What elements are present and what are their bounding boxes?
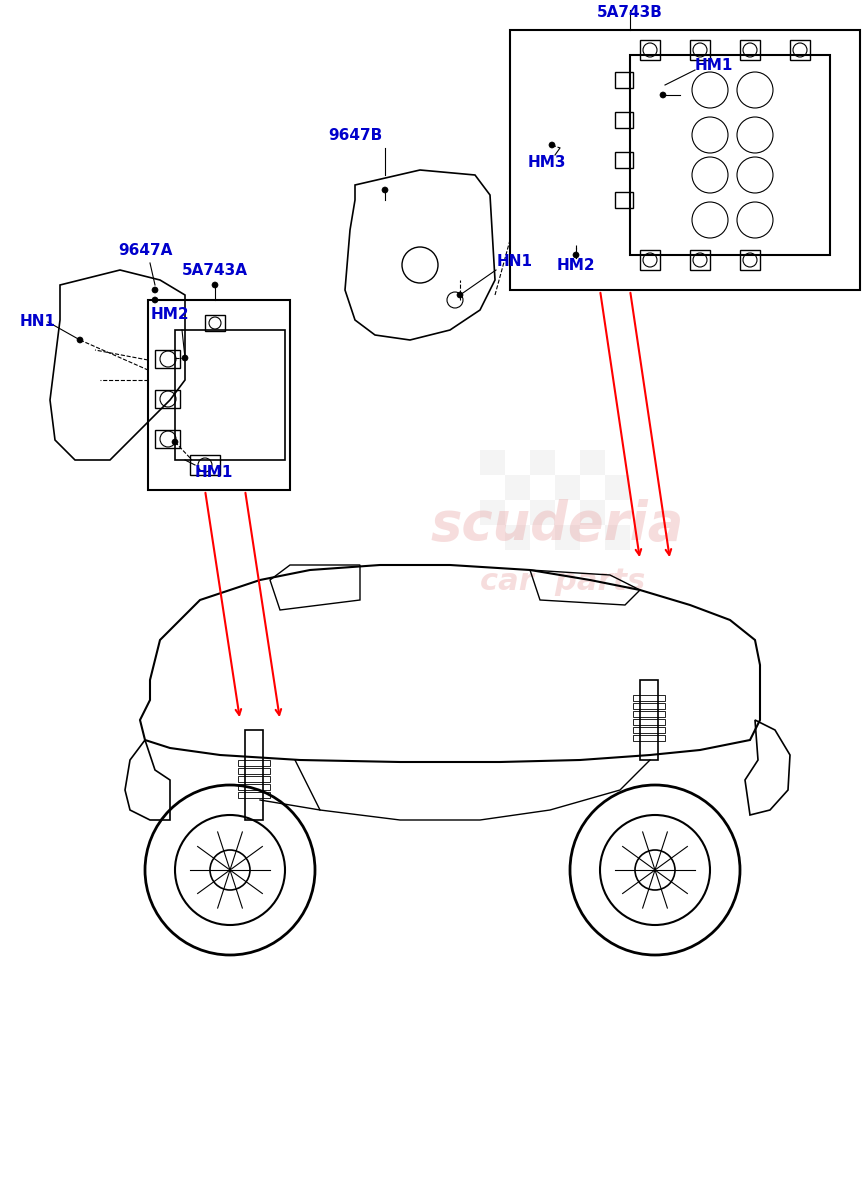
Bar	[480, 500, 505, 526]
Bar	[205, 314, 225, 331]
Circle shape	[172, 439, 178, 445]
Text: HN1: HN1	[497, 254, 533, 270]
Bar	[640, 40, 660, 60]
Bar	[740, 40, 760, 60]
Bar	[580, 500, 605, 526]
Text: HM3: HM3	[528, 155, 566, 170]
Bar	[505, 526, 530, 550]
Bar	[633, 727, 665, 733]
Circle shape	[152, 296, 158, 302]
Text: HM1: HM1	[695, 58, 734, 72]
Bar	[690, 40, 710, 60]
Bar	[238, 792, 270, 798]
Bar	[555, 526, 580, 550]
Circle shape	[77, 337, 83, 343]
Bar	[633, 734, 665, 740]
Text: HM2: HM2	[151, 307, 189, 322]
Bar	[480, 450, 505, 475]
Bar	[615, 72, 633, 88]
Circle shape	[549, 142, 555, 148]
Bar	[238, 760, 270, 766]
Bar	[530, 500, 555, 526]
Bar	[633, 703, 665, 709]
Text: HM1: HM1	[195, 464, 233, 480]
Bar	[640, 250, 660, 270]
Bar	[245, 730, 263, 820]
Bar	[580, 450, 605, 475]
Bar	[510, 30, 860, 290]
Bar	[605, 475, 630, 500]
Circle shape	[457, 292, 463, 298]
Bar	[640, 680, 658, 760]
Bar	[740, 250, 760, 270]
Bar	[155, 350, 180, 368]
Circle shape	[573, 252, 579, 258]
Bar	[605, 526, 630, 550]
Text: 5A743A: 5A743A	[182, 263, 248, 278]
Text: HN1: HN1	[20, 314, 56, 330]
Bar	[238, 784, 270, 790]
Circle shape	[660, 92, 666, 98]
Bar	[555, 475, 580, 500]
Bar	[615, 112, 633, 128]
Bar	[175, 330, 285, 460]
Bar	[633, 719, 665, 725]
Text: car  parts: car parts	[480, 566, 646, 596]
Text: scuderia: scuderia	[430, 499, 683, 551]
Circle shape	[182, 355, 188, 361]
Bar	[633, 695, 665, 701]
Bar	[690, 250, 710, 270]
Bar	[633, 710, 665, 716]
Circle shape	[212, 282, 218, 288]
Circle shape	[382, 187, 388, 193]
Bar	[238, 776, 270, 782]
Bar	[615, 192, 633, 208]
Text: 9647A: 9647A	[118, 242, 173, 258]
Bar	[155, 430, 180, 448]
Text: 9647B: 9647B	[328, 128, 382, 143]
Bar	[630, 55, 830, 254]
Text: HM2: HM2	[557, 258, 595, 272]
Circle shape	[152, 287, 158, 293]
Bar	[238, 768, 270, 774]
Bar	[505, 475, 530, 500]
Bar	[190, 455, 220, 475]
Bar	[155, 390, 180, 408]
Text: 5A743B: 5A743B	[597, 5, 663, 20]
Bar	[790, 40, 810, 60]
Bar	[148, 300, 290, 490]
Bar	[530, 450, 555, 475]
Bar	[615, 152, 633, 168]
